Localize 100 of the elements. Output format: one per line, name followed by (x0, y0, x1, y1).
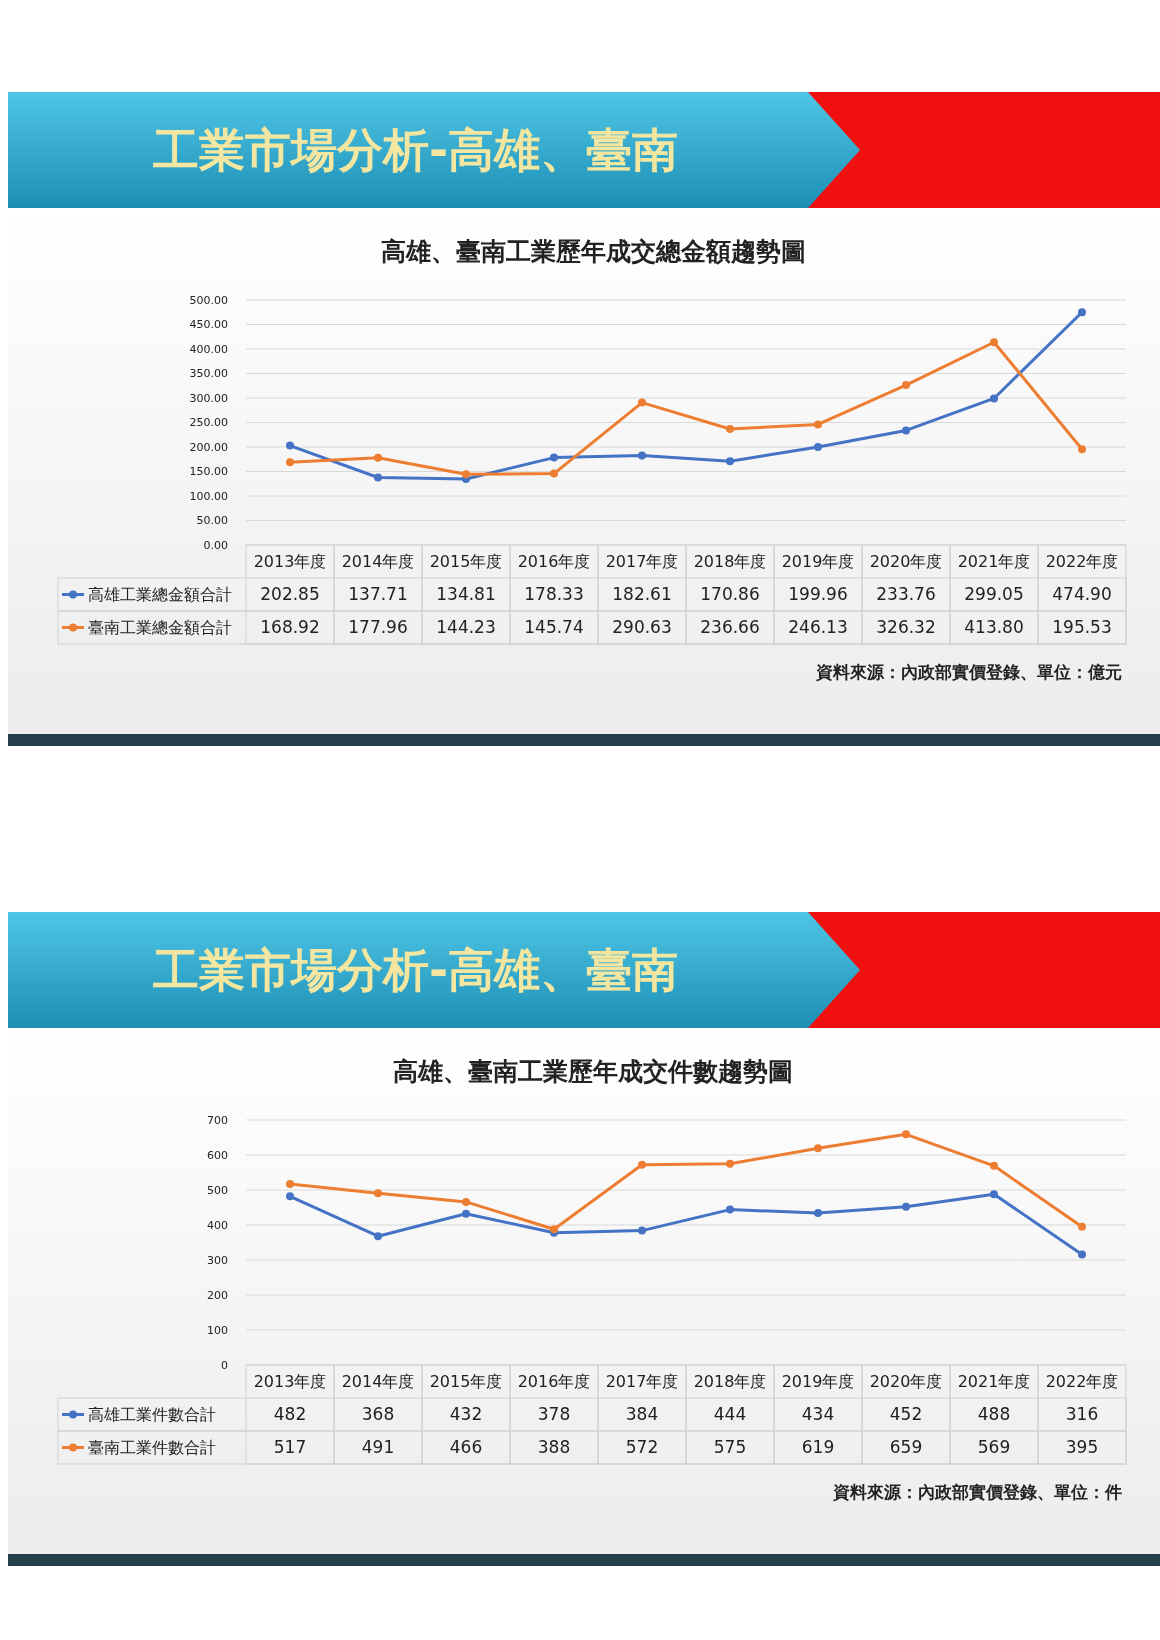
point (814, 1209, 822, 1218)
legend-label: 高雄工業總金額合計 (88, 585, 232, 605)
data-label: 182.61 (612, 584, 672, 605)
data-label: 413.80 (964, 617, 1024, 638)
x-tick-label: 2019年度 (781, 552, 855, 572)
text: 工業市場分析-高雄、臺南 (153, 123, 679, 177)
point (550, 469, 558, 478)
point (374, 1189, 382, 1198)
y-tick-label: 0.00 (203, 538, 228, 552)
x-tick-label: 2019年度 (781, 1372, 855, 1392)
data-label: 299.05 (964, 584, 1024, 605)
x-tick-label: 2015年度 (429, 1372, 503, 1392)
x-tick-label: 2015年度 (429, 552, 503, 572)
data-label: 434 (801, 1404, 835, 1425)
x-tick-label: 2016年度 (517, 1372, 591, 1392)
data-label: 290.63 (612, 617, 672, 638)
source-note: 資料來源：內政部實價登錄、單位：億元 (815, 662, 1122, 682)
data-label: 491 (361, 1437, 395, 1458)
point (638, 1226, 646, 1235)
y-tick-label: 0 (221, 1358, 228, 1372)
point (726, 1205, 734, 1214)
point (1078, 1250, 1086, 1259)
x-tick-label: 2014年度 (341, 1372, 415, 1392)
y-tick-label: 300.00 (189, 391, 228, 405)
data-label: 246.13 (788, 617, 848, 638)
data-label: 482 (273, 1404, 307, 1425)
x-tick-label: 2022年度 (1045, 552, 1119, 572)
point (374, 1232, 382, 1241)
data-label: 378 (537, 1404, 571, 1425)
data-label: 517 (273, 1437, 307, 1458)
point (462, 470, 470, 479)
x-tick-label: 2017年度 (605, 552, 679, 572)
data-label: 202.85 (260, 584, 320, 605)
point (990, 1161, 998, 1170)
y-tick-label: 350.00 (189, 367, 228, 381)
point (550, 453, 558, 462)
data-label: 326.32 (876, 617, 936, 638)
data-label: 388 (537, 1437, 571, 1458)
y-tick-label: 100 (207, 1323, 228, 1337)
y-tick-label: 200.00 (189, 440, 228, 454)
data-label: 236.66 (700, 617, 760, 638)
x-tick-label: 2017年度 (605, 1372, 679, 1392)
point (902, 381, 910, 390)
x-tick-label: 2021年度 (957, 1372, 1031, 1392)
y-tick-label: 150.00 (189, 465, 228, 479)
data-label: 432 (449, 1404, 483, 1425)
data-label: 134.81 (436, 584, 496, 605)
point (990, 338, 998, 347)
y-tick-label: 450.00 (189, 318, 228, 332)
x-tick-label: 2013年度 (253, 1372, 327, 1392)
data-label: 316 (1065, 1404, 1099, 1425)
x-tick-label: 2020年度 (869, 1372, 943, 1392)
point (462, 1209, 470, 1218)
x-tick-label: 2018年度 (693, 552, 767, 572)
y-tick-label: 400 (207, 1218, 228, 1232)
x-tick-label: 2020年度 (869, 552, 943, 572)
point (814, 420, 822, 429)
point (286, 1192, 294, 1201)
point (990, 1190, 998, 1199)
data-label: 137.71 (348, 584, 408, 605)
data-label: 466 (449, 1437, 483, 1458)
point (726, 1159, 734, 1168)
data-label: 569 (977, 1437, 1011, 1458)
x-tick-label: 2022年度 (1045, 1372, 1119, 1392)
y-tick-label: 600 (207, 1148, 228, 1162)
data-label: 572 (625, 1437, 659, 1458)
data-label: 145.74 (524, 617, 584, 638)
x-tick-label: 2014年度 (341, 552, 415, 572)
x-tick-label: 2016年度 (517, 552, 591, 572)
point (902, 426, 910, 435)
text: 工業市場分析-高雄、臺南 (153, 943, 679, 997)
data-label: 195.53 (1052, 617, 1112, 638)
y-tick-label: 50.00 (196, 514, 228, 528)
data-label: 178.33 (524, 584, 584, 605)
point (286, 1180, 294, 1189)
point (902, 1130, 910, 1139)
data-label: 144.23 (436, 617, 496, 638)
point (726, 457, 734, 466)
data-label: 575 (713, 1437, 747, 1458)
y-tick-label: 250.00 (189, 416, 228, 430)
point (814, 443, 822, 452)
data-label: 619 (801, 1437, 835, 1458)
legend-label: 臺南工業總金額合計 (88, 618, 232, 638)
data-label: 659 (889, 1437, 923, 1458)
legend-label: 高雄工業件數合計 (88, 1405, 216, 1425)
point (374, 473, 382, 482)
point (638, 1160, 646, 1169)
x-tick-label: 2021年度 (957, 552, 1031, 572)
data-label: 474.90 (1052, 584, 1112, 605)
data-label: 384 (625, 1404, 659, 1425)
point (638, 398, 646, 407)
y-tick-label: 200 (207, 1288, 228, 1302)
point (286, 458, 294, 467)
y-tick-label: 500.00 (189, 293, 228, 307)
point (1078, 445, 1086, 454)
y-tick-label: 700 (207, 1113, 228, 1127)
data-label: 488 (977, 1404, 1011, 1425)
y-tick-label: 300 (207, 1253, 228, 1267)
source-note: 資料來源：內政部實價登錄、單位：件 (832, 1482, 1122, 1502)
point (462, 1197, 470, 1206)
